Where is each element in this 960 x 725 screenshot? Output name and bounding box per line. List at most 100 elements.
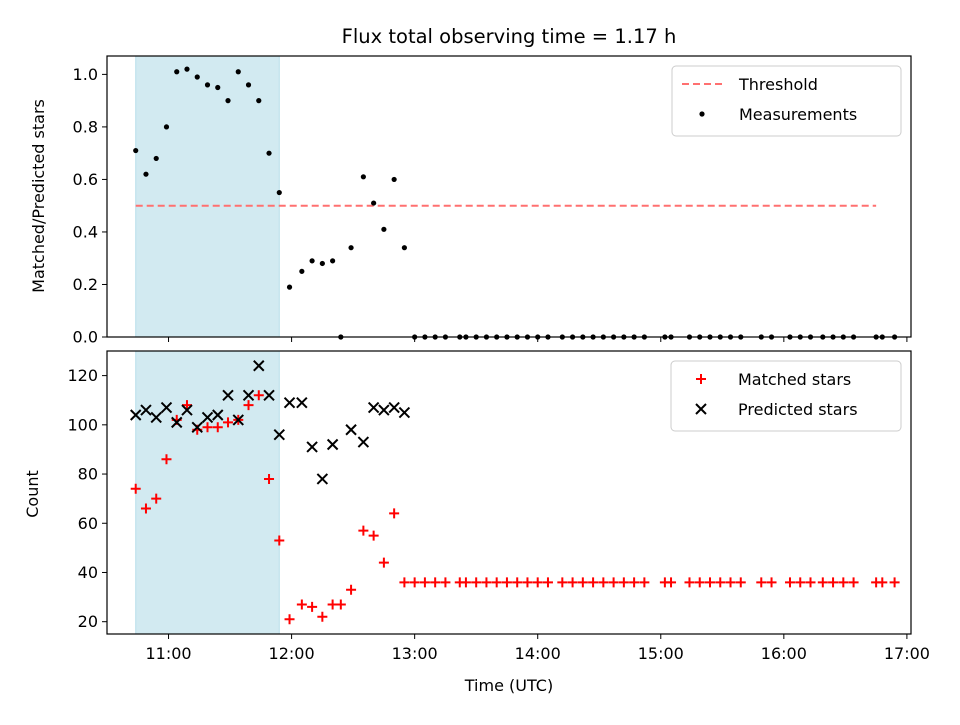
matched-star-marker bbox=[130, 483, 141, 494]
matched-star-marker bbox=[784, 577, 795, 588]
measurement-point bbox=[143, 171, 149, 177]
bottom-legend-box bbox=[670, 360, 902, 432]
matched-star-marker bbox=[368, 530, 379, 541]
matched-star-marker bbox=[598, 577, 609, 588]
matched-star-marker bbox=[161, 454, 172, 465]
matched-star-marker bbox=[212, 422, 223, 433]
x-tick-label: 16:00 bbox=[761, 644, 807, 663]
predicted-star-marker bbox=[357, 436, 370, 448]
matched-star-marker bbox=[588, 577, 599, 588]
matched-star-marker bbox=[828, 577, 839, 588]
matched-star-marker bbox=[202, 422, 213, 433]
predicted-star-marker bbox=[378, 404, 390, 416]
matched-star-marker bbox=[666, 577, 677, 588]
measurement-point bbox=[309, 258, 315, 264]
x-tick-label: 12:00 bbox=[269, 644, 315, 663]
measurement-point bbox=[133, 147, 139, 154]
matched-star-marker bbox=[274, 535, 285, 546]
matched-star-marker bbox=[409, 577, 420, 588]
measurement-point bbox=[235, 69, 241, 75]
matched-star-marker bbox=[684, 577, 695, 588]
measurement-point bbox=[381, 226, 387, 232]
top-legend: Threshold Measurements bbox=[671, 65, 902, 137]
matched-star-marker bbox=[795, 577, 806, 588]
matched-star-marker bbox=[805, 577, 816, 588]
measurement-point bbox=[371, 200, 377, 206]
top-y-axis-label: Matched/Predicted stars bbox=[29, 99, 48, 293]
x-axis-label: Time (UTC) bbox=[464, 676, 553, 695]
matched-star-marker bbox=[501, 577, 512, 588]
predicted-star-marker bbox=[232, 414, 244, 426]
measurement-point bbox=[266, 150, 272, 156]
measurement-point bbox=[204, 82, 211, 88]
matched-star-marker bbox=[253, 390, 264, 401]
matched-star-marker bbox=[460, 577, 471, 588]
predicted-star-marker bbox=[150, 411, 162, 424]
bottom-y-tick-label: 100 bbox=[67, 415, 98, 434]
measurement-point bbox=[360, 174, 366, 180]
x-tick-label: 17:00 bbox=[884, 644, 930, 663]
measurement-point bbox=[174, 69, 180, 75]
measurement-point bbox=[225, 98, 231, 104]
matched-star-marker bbox=[284, 614, 295, 625]
matched-star-marker bbox=[151, 493, 162, 504]
matched-star-marker bbox=[577, 577, 588, 588]
measurement-point bbox=[348, 245, 354, 251]
chart-title: Flux total observing time = 1.17 h bbox=[342, 25, 677, 48]
matched-star-marker bbox=[471, 577, 482, 588]
matched-star-marker bbox=[346, 584, 357, 595]
x-tick-label: 13:00 bbox=[392, 644, 438, 663]
predicted-star-marker bbox=[326, 438, 339, 451]
matched-star-marker bbox=[296, 599, 307, 610]
predicted-star-marker bbox=[398, 406, 411, 419]
top-y-tick-label: 0.8 bbox=[73, 117, 98, 136]
matched-star-marker bbox=[440, 577, 451, 588]
measurement-point bbox=[319, 260, 325, 267]
legend-measurement-swatch bbox=[699, 111, 705, 117]
predicted-star-marker bbox=[388, 401, 400, 414]
measurement-point bbox=[276, 189, 282, 196]
matched-star-marker bbox=[557, 577, 568, 588]
measurement-point bbox=[153, 155, 159, 162]
predicted-star-marker bbox=[140, 404, 152, 416]
matched-star-marker bbox=[694, 577, 705, 588]
bottom-y-tick-label: 20 bbox=[78, 612, 98, 631]
predicted-star-marker bbox=[306, 441, 318, 453]
predicted-star-marker bbox=[130, 409, 142, 421]
measurement-point bbox=[163, 124, 170, 130]
measurement-point bbox=[256, 98, 262, 104]
predicted-star-marker bbox=[181, 404, 193, 416]
predicted-star-marker bbox=[316, 473, 329, 485]
x-tick-label: 15:00 bbox=[638, 644, 684, 663]
measurement-point bbox=[299, 268, 305, 274]
bottom-y-axis-label: Count bbox=[23, 470, 42, 518]
predicted-star-marker bbox=[191, 421, 203, 433]
x-tick-label: 14:00 bbox=[515, 644, 561, 663]
matched-star-marker bbox=[419, 577, 430, 588]
predicted-star-marker bbox=[222, 389, 234, 402]
bottom-legend: Matched stars Predicted stars bbox=[670, 360, 902, 432]
measurement-point bbox=[330, 258, 336, 264]
measurement-point bbox=[184, 66, 190, 72]
top-y-tick-label: 0.4 bbox=[73, 222, 98, 241]
legend-label: Measurements bbox=[739, 105, 857, 124]
predicted-star-marker bbox=[367, 401, 380, 414]
matched-star-marker bbox=[618, 577, 629, 588]
matched-star-marker bbox=[378, 557, 389, 568]
bottom-y-tick-label: 80 bbox=[78, 465, 98, 484]
measurement-point bbox=[215, 84, 221, 91]
matched-star-marker bbox=[639, 577, 650, 588]
matched-star-marker bbox=[532, 577, 543, 588]
bottom-shaded-span bbox=[135, 350, 280, 635]
top-series-1 bbox=[133, 66, 898, 340]
top-y-tick-label: 1.0 bbox=[73, 65, 98, 84]
predicted-star-marker bbox=[283, 396, 296, 409]
bottom-axes-frame bbox=[106, 350, 912, 635]
x-tick-label: 11:00 bbox=[145, 644, 191, 663]
predicted-star-marker bbox=[212, 409, 224, 421]
matched-star-marker bbox=[715, 577, 726, 588]
matched-star-marker bbox=[335, 599, 346, 610]
legend-matched-swatch bbox=[696, 374, 706, 384]
matched-star-marker bbox=[817, 577, 828, 588]
matched-star-marker bbox=[223, 417, 234, 428]
